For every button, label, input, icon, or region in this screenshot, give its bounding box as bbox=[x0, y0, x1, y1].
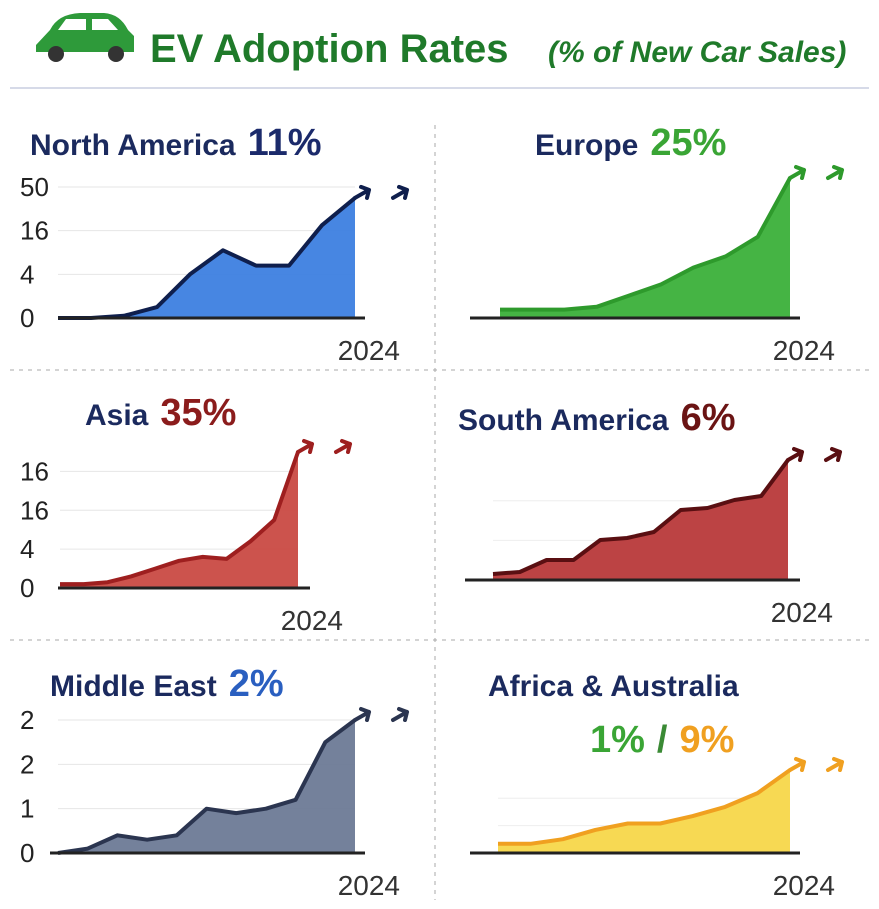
chart-title-text: Africa & Australia bbox=[488, 670, 739, 703]
y-tick-label: 1 bbox=[20, 794, 34, 824]
chart-title-text: Asia bbox=[85, 399, 149, 432]
trend-arrow bbox=[826, 165, 844, 180]
chart-title-text: North America bbox=[30, 129, 236, 162]
area bbox=[58, 720, 355, 853]
headline-part: / bbox=[657, 719, 668, 761]
chart-title-text: South America bbox=[458, 404, 669, 437]
chart-title: South America 6% bbox=[458, 397, 736, 439]
page-title: EV Adoption Rates bbox=[150, 27, 509, 71]
area bbox=[60, 452, 298, 588]
y-tick-label: 0 bbox=[20, 573, 34, 603]
y-tick-label: 16 bbox=[20, 456, 49, 486]
area bbox=[500, 178, 790, 318]
chart-title: Asia 35% bbox=[85, 392, 236, 434]
y-tick-label: 2 bbox=[20, 705, 34, 735]
headline-part: 25% bbox=[650, 122, 726, 164]
trend-arrow bbox=[788, 757, 806, 772]
y-tick-label: 4 bbox=[20, 534, 34, 564]
car-icon bbox=[36, 13, 134, 62]
x-tick-label: 2024 bbox=[773, 335, 835, 366]
area bbox=[58, 197, 355, 318]
y-tick-label: 0 bbox=[20, 303, 34, 333]
chart-title: North America 11% bbox=[30, 122, 322, 164]
y-tick-label: 16 bbox=[20, 216, 49, 246]
chart-title-text: Europe bbox=[535, 129, 638, 162]
x-tick-label: 2024 bbox=[338, 335, 400, 366]
chart-title: Middle East 2% bbox=[50, 663, 284, 705]
trend-arrow bbox=[391, 707, 409, 722]
chart-title-text: Middle East bbox=[50, 670, 217, 703]
y-tick-label: 2 bbox=[20, 749, 34, 779]
trend-arrow bbox=[826, 757, 844, 772]
trend-arrow bbox=[786, 447, 804, 462]
area bbox=[498, 770, 790, 853]
x-tick-label: 2024 bbox=[338, 870, 400, 901]
x-tick-label: 2024 bbox=[281, 605, 343, 636]
x-tick-label: 2024 bbox=[771, 597, 833, 628]
y-tick-label: 50 bbox=[20, 172, 49, 202]
chart-title: Africa & Australia bbox=[488, 670, 739, 703]
headline-part: 1% bbox=[590, 719, 645, 761]
line bbox=[492, 458, 790, 576]
page-subtitle: (% of New Car Sales) bbox=[548, 36, 846, 69]
x-tick-label: 2024 bbox=[773, 870, 835, 901]
trend-arrow bbox=[334, 439, 352, 454]
chart-title: Europe 25% bbox=[535, 122, 726, 164]
trend-arrow bbox=[788, 165, 806, 180]
headline-part: 9% bbox=[679, 719, 734, 761]
headline-part: 11% bbox=[248, 122, 322, 164]
area bbox=[493, 460, 788, 580]
trend-arrow bbox=[296, 439, 314, 454]
y-tick-label: 0 bbox=[20, 838, 34, 868]
headline-part: 2% bbox=[229, 663, 284, 705]
y-tick-label: 4 bbox=[20, 259, 34, 289]
line bbox=[498, 768, 792, 846]
trend-arrow bbox=[391, 184, 409, 200]
headline-part: 6% bbox=[681, 397, 736, 439]
y-tick-label: 16 bbox=[20, 495, 49, 525]
line bbox=[57, 718, 357, 855]
trend-arrow bbox=[353, 184, 371, 200]
headline-part: 35% bbox=[160, 392, 236, 434]
line bbox=[60, 451, 300, 587]
trend-arrow bbox=[824, 447, 842, 462]
chart-headline: 1% / 9% bbox=[590, 719, 734, 761]
line bbox=[500, 177, 792, 312]
trend-arrow bbox=[353, 707, 371, 722]
